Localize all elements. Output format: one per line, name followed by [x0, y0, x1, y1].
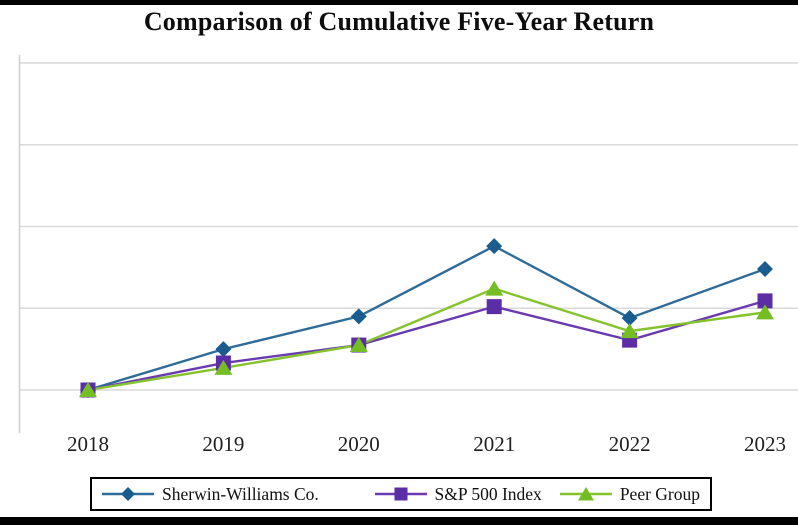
triangle-data-point — [756, 304, 774, 320]
diamond-data-point — [215, 341, 232, 358]
diamond-series-marker-icon — [102, 485, 154, 503]
triangle-data-point — [620, 323, 639, 339]
x-axis-label: 2019 — [202, 432, 245, 456]
square-series-marker-icon — [374, 485, 427, 503]
triangle-data-point — [485, 280, 504, 296]
x-axis-label: 2020 — [337, 432, 380, 456]
y-axis-label-fragment: 0 — [0, 383, 4, 397]
legend-label-sherwin-williams: Sherwin-Williams Co. — [162, 483, 319, 504]
diamond-data-point — [757, 261, 773, 278]
triangle-data-point — [214, 359, 233, 375]
diamond-data-point — [486, 238, 503, 255]
triangle-data-point — [79, 382, 97, 397]
series-line-0 — [87, 244, 766, 392]
y-axis-label-fragment: 0 — [0, 138, 4, 152]
x-axis-label: 2022 — [608, 432, 651, 456]
y-axis-label-fragment: 0 — [0, 56, 4, 70]
square-data-point — [486, 299, 502, 315]
y-axis-label-fragment: 0 — [0, 301, 4, 315]
bottom-border-bar — [0, 517, 798, 525]
diamond-data-point — [621, 310, 638, 327]
square-data-point — [757, 293, 773, 309]
series-line-1 — [87, 299, 766, 392]
triangle-data-point — [349, 337, 368, 353]
legend-entry-peer-group: Peer Group — [559, 483, 700, 505]
x-axis-label: 2023 — [744, 432, 786, 456]
legend-entry-sp500: S&P 500 Index — [374, 483, 542, 505]
legend-label-sp500: S&P 500 Index — [434, 483, 542, 504]
top-border-bar — [0, 0, 798, 5]
diamond-data-point — [350, 308, 367, 325]
y-axis-label-fragment: 0 — [0, 220, 4, 234]
x-axis-label: 2018 — [67, 432, 109, 456]
chart-title: Comparison of Cumulative Five-Year Retur… — [143, 7, 655, 36]
series-line-2 — [87, 287, 766, 392]
legend-label-peer-group: Peer Group — [619, 483, 700, 504]
x-axis-label: 2021 — [473, 432, 516, 456]
legend-box: Sherwin-Williams Co. S&P 500 Index Peer … — [90, 477, 712, 511]
legend-entry-sherwin-williams: Sherwin-Williams Co. — [102, 484, 319, 505]
triangle-series-marker-icon — [559, 485, 612, 503]
